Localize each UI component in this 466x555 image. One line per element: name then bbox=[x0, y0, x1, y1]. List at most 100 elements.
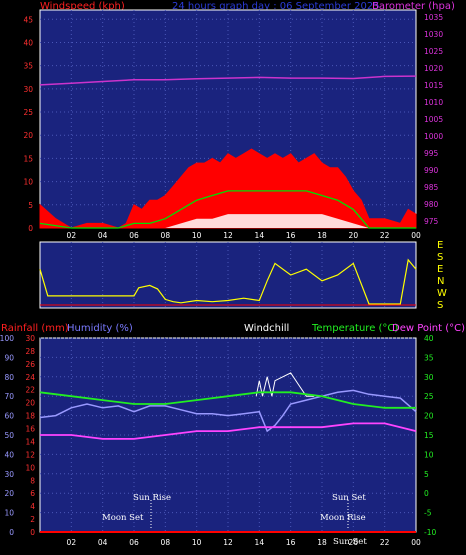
temperature-tick-label: -5 bbox=[424, 509, 432, 518]
humidity-tick-label: 80 bbox=[4, 373, 14, 382]
average-series bbox=[39, 190, 416, 229]
temperature-tick-label: 0 bbox=[424, 489, 429, 498]
sun-set-bottom-label: Sun Set bbox=[333, 537, 367, 547]
moon-rise-label: Moon Rise bbox=[320, 513, 366, 523]
rainfall-tick-label: 20 bbox=[25, 399, 35, 408]
graph-title: 24 hours graph day : 06 September 2025 bbox=[172, 1, 380, 12]
event-annotations: Sun Rise Moon Set Sun Set Moon Rise Sun … bbox=[102, 493, 367, 547]
wind-tick-label: 10 bbox=[23, 178, 33, 187]
barometer-tick-label: 1005 bbox=[424, 115, 443, 124]
windchill-label: Windchill bbox=[244, 323, 289, 334]
wind-tick-label: 40 bbox=[23, 38, 33, 47]
barometer-tick-label: 1000 bbox=[424, 132, 443, 141]
humidity-series bbox=[39, 389, 417, 433]
x-tick-label: 02 bbox=[67, 538, 77, 547]
humidity-tick-label: 60 bbox=[4, 412, 14, 421]
rainfall-tick-label: 18 bbox=[25, 412, 35, 421]
temperature-series bbox=[39, 391, 416, 409]
temperature-tick-label: 15 bbox=[424, 431, 434, 440]
rainfall-tick-label: 14 bbox=[25, 437, 35, 446]
barometer-series bbox=[39, 75, 417, 86]
rainfall-tick-label: 16 bbox=[25, 425, 35, 434]
dewpoint-axis-label: Dew Point (°C) bbox=[392, 323, 465, 334]
barometer-tick-label: 1035 bbox=[424, 13, 443, 22]
rainfall-tick-label: 22 bbox=[25, 386, 35, 395]
temperature-axis-label: Temperature (°C) bbox=[311, 323, 398, 334]
compass-label: N bbox=[437, 276, 444, 287]
rainfall-tick-label: 26 bbox=[25, 360, 35, 369]
barometer-tick-label: 980 bbox=[424, 200, 439, 209]
rainfall-tick-label: 4 bbox=[30, 502, 35, 511]
x-tick-label: 14 bbox=[255, 231, 265, 240]
wind-tick-label: 35 bbox=[23, 62, 33, 71]
x-tick-label: 12 bbox=[223, 538, 233, 547]
wind-tick-label: 20 bbox=[23, 131, 33, 140]
x-tick-label: 02 bbox=[67, 231, 77, 240]
direction-series bbox=[39, 258, 417, 305]
temperature-tick-label: 25 bbox=[424, 392, 434, 401]
rainfall-tick-label: 6 bbox=[30, 489, 35, 498]
humidity-tick-label: 30 bbox=[4, 470, 14, 479]
x-tick-label: 06 bbox=[129, 538, 139, 547]
barometer-tick-label: 985 bbox=[424, 183, 439, 192]
x-tick-label: 10 bbox=[192, 538, 202, 547]
wind-tick-label: 0 bbox=[28, 224, 33, 233]
wind-tick-label: 45 bbox=[23, 15, 33, 24]
humidity-tick-label: 40 bbox=[4, 450, 14, 459]
x-tick-label: 20 bbox=[349, 231, 359, 240]
x-tick-label: 12 bbox=[223, 231, 233, 240]
rainfall-tick-label: 8 bbox=[30, 476, 35, 485]
rainfall-tick-label: 2 bbox=[30, 515, 35, 524]
temperature-tick-label: 10 bbox=[424, 450, 434, 459]
temperature-tick-label: 5 bbox=[424, 470, 429, 479]
compass-labels: E S E N W S bbox=[437, 240, 447, 311]
x-tick-label: 08 bbox=[161, 231, 171, 240]
humidity-tick-label: 100 bbox=[0, 334, 14, 343]
humidity-tick-label: 90 bbox=[4, 353, 14, 362]
wind-tick-label: 5 bbox=[28, 201, 33, 210]
rainfall-tick-label: 28 bbox=[25, 347, 35, 356]
rainfall-tick-label: 12 bbox=[25, 450, 35, 459]
x-tick-label: 06 bbox=[129, 231, 139, 240]
x-tick-label: 20 bbox=[349, 538, 359, 547]
compass-label: S bbox=[437, 252, 443, 263]
x-tick-label: 08 bbox=[161, 538, 171, 547]
x-tick-label: 18 bbox=[317, 231, 327, 240]
moon-set-label: Moon Set bbox=[102, 513, 144, 523]
compass-label: E bbox=[437, 240, 443, 251]
temperature-tick-label: -10 bbox=[424, 528, 436, 537]
wind-tick-label: 30 bbox=[23, 85, 33, 94]
windchill-series bbox=[255, 372, 315, 397]
rainfall-tick-label: 0 bbox=[30, 528, 35, 537]
windspeed-axis-label: Windspeed (kph) bbox=[40, 1, 125, 12]
barometer-tick-label: 995 bbox=[424, 149, 439, 158]
compass-label: S bbox=[437, 300, 443, 311]
wind-tick-label: 25 bbox=[23, 108, 33, 117]
barometer-axis-label: Barometer (hpa) bbox=[372, 1, 455, 12]
humidity-tick-label: 70 bbox=[4, 392, 14, 401]
compass-label: W bbox=[437, 288, 447, 299]
x-tick-label: 14 bbox=[255, 538, 265, 547]
minimum-series bbox=[40, 214, 416, 228]
x-tick-label: 22 bbox=[380, 231, 390, 240]
barometer-tick-label: 1020 bbox=[424, 64, 443, 73]
rainfall-tick-label: 24 bbox=[25, 373, 35, 382]
barometer-tick-label: 990 bbox=[424, 166, 439, 175]
dewpoint-series bbox=[40, 422, 417, 440]
temperature-tick-label: 40 bbox=[424, 334, 434, 343]
x-tick-label: 18 bbox=[317, 538, 327, 547]
x-tick-label: 16 bbox=[286, 231, 296, 240]
x-tick-label: 00 bbox=[411, 538, 421, 547]
x-tick-label: 10 bbox=[192, 231, 202, 240]
humidity-axis-label: Humidity (%) bbox=[67, 323, 133, 334]
sun-rise-label: Sun Rise bbox=[133, 493, 171, 503]
humidity-tick-label: 50 bbox=[4, 431, 14, 440]
barometer-tick-label: 1025 bbox=[424, 47, 443, 56]
barometer-tick-label: 1015 bbox=[424, 81, 443, 90]
x-tick-label: 04 bbox=[98, 231, 108, 240]
humidity-tick-label: 20 bbox=[4, 489, 14, 498]
barometer-tick-label: 975 bbox=[424, 217, 439, 226]
x-tick-label: 16 bbox=[286, 538, 296, 547]
gust-series bbox=[39, 148, 417, 229]
